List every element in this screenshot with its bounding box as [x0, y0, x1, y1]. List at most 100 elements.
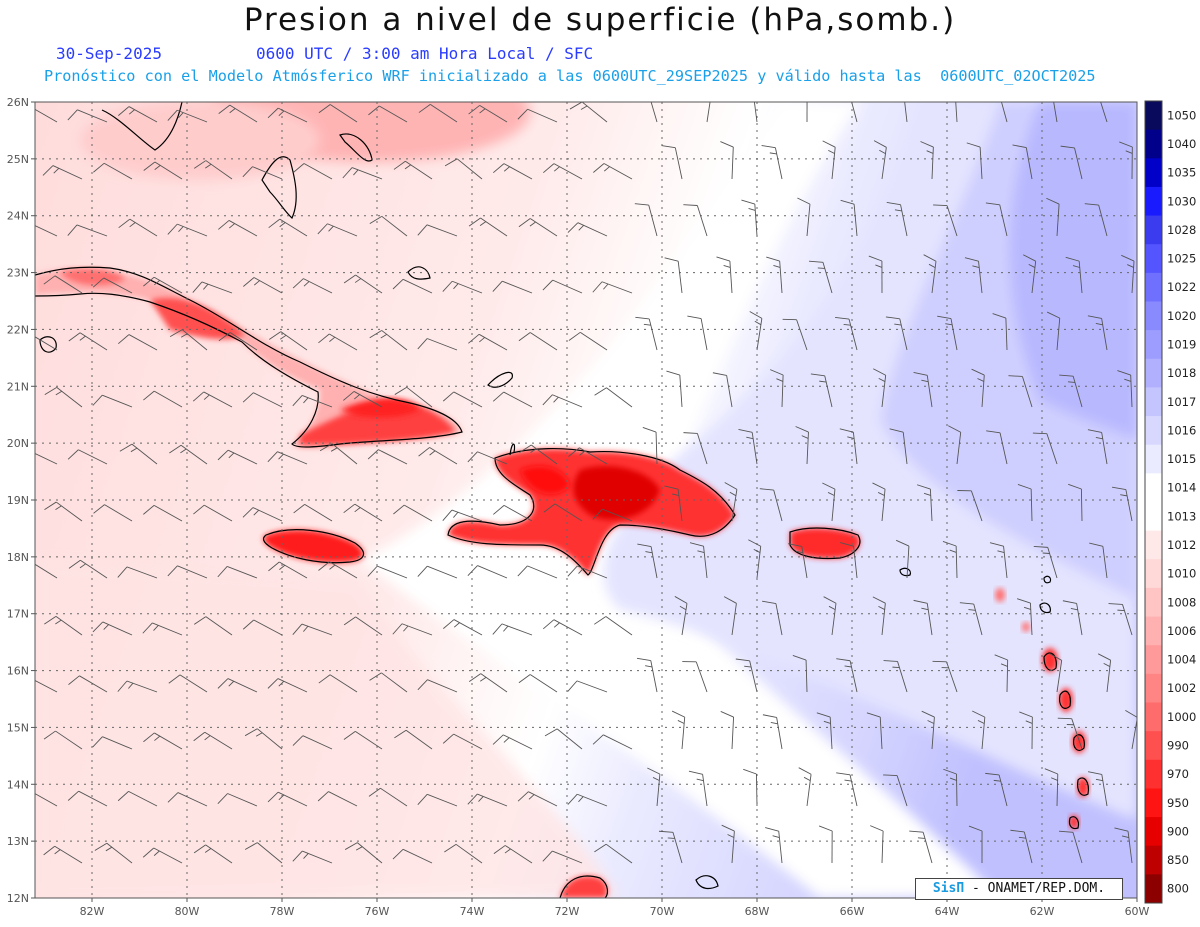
wind-barb [743, 768, 758, 807]
lon-label: 62W [1030, 905, 1055, 918]
lat-label: 24N [7, 210, 29, 223]
forecast-subtitle: Pronóstico con el Modelo Atmósferico WRF… [44, 67, 1096, 85]
colorbar-label: 1028 [1167, 223, 1196, 237]
wind-barb [517, 108, 558, 123]
wind-barb [932, 660, 958, 693]
wind-barb [765, 827, 783, 864]
colorbar-swatch [1145, 759, 1162, 789]
wind-barb [543, 503, 583, 522]
wind-barb [117, 566, 158, 579]
wind-barb [417, 565, 458, 579]
wind-barb [92, 621, 133, 636]
wind-barb [986, 430, 1008, 465]
wind-barb [1121, 254, 1135, 294]
wind-barb [1111, 486, 1133, 522]
wind-barb [368, 105, 408, 123]
wind-barb [67, 449, 108, 465]
wind-barb [943, 768, 958, 807]
wind-barb [193, 616, 233, 636]
wind-barb [592, 734, 633, 750]
wind-barb [594, 616, 633, 636]
lat-label: 25N [7, 153, 29, 166]
wind-barb [568, 331, 608, 351]
lon-label: 68W [745, 905, 770, 918]
wind-barb [92, 394, 133, 408]
wind-barb [872, 482, 886, 522]
wind-barb [392, 278, 433, 294]
wind-barb [674, 596, 688, 636]
wind-barb [143, 390, 183, 408]
colorbar-label: 1013 [1167, 509, 1196, 523]
wind-barb [517, 565, 558, 579]
colorbar-swatch [1145, 416, 1162, 446]
wind-barb [1058, 830, 1083, 864]
colorbar-label: 900 [1167, 824, 1189, 838]
wind-barb [637, 543, 658, 579]
colorbar-swatch [1145, 731, 1162, 761]
wind-barb [909, 830, 933, 864]
wind-barb [1012, 144, 1033, 180]
wind-barb [67, 790, 108, 807]
wind-barb [806, 102, 808, 123]
wind-barb [193, 844, 233, 864]
colorbar-swatch [1145, 301, 1162, 331]
lat-label: 26N [7, 96, 29, 109]
wind-barb [836, 772, 858, 807]
wind-barb [1059, 374, 1083, 408]
wind-barb [720, 711, 735, 750]
wind-barb [1097, 653, 1112, 693]
wind-barb [895, 539, 910, 579]
wind-barb [468, 217, 508, 237]
colorbar-swatch [1145, 502, 1162, 532]
wind-barb [823, 596, 837, 636]
wind-barb [1008, 375, 1033, 408]
wind-barb [873, 140, 887, 180]
wind-barb [292, 735, 333, 750]
wind-barb [193, 731, 233, 750]
wind-barb [67, 224, 108, 237]
wind-barb [468, 333, 508, 351]
wind-barb [117, 680, 158, 693]
wind-barb [766, 256, 783, 294]
wind-barb [118, 218, 158, 237]
wind-barb [839, 428, 858, 465]
wind-barb [267, 791, 308, 807]
wind-barb [417, 679, 458, 693]
wind-barb [870, 825, 884, 864]
wind-barb [1060, 145, 1083, 180]
wind-barb [67, 109, 108, 123]
wind-barb [721, 824, 735, 864]
wind-barb [735, 658, 758, 693]
colorbar-label: 1017 [1167, 395, 1196, 409]
wind-barb [810, 373, 833, 408]
wind-barb [883, 660, 908, 693]
wind-barb [317, 223, 358, 237]
wind-barb [318, 104, 358, 123]
wind-barb [44, 501, 83, 522]
wind-barb [683, 204, 708, 237]
colorbar-swatch [1145, 845, 1162, 875]
colorbar-swatch [1145, 186, 1162, 217]
wind-barb [542, 279, 583, 294]
wind-barb [542, 619, 583, 636]
lon-axis: 82W 80W 78W 76W 74W 72W 70W 68W 66W 64W 62W 60W [80, 898, 1150, 918]
wind-barb [964, 257, 983, 294]
wind-barb [720, 141, 734, 180]
wind-barb [762, 600, 783, 636]
wind-barb [293, 163, 333, 180]
lon-label: 76W [365, 905, 390, 918]
wind-barb [1108, 603, 1133, 636]
wind-barb [417, 338, 458, 351]
wind-barb [493, 845, 533, 864]
wind-barb [913, 599, 933, 636]
colorbar-swatch [1145, 158, 1162, 188]
wind-barb [417, 224, 458, 237]
colorbar-swatch [1145, 444, 1162, 474]
wind-barb [683, 432, 708, 465]
wind-barb [687, 315, 708, 351]
wind-barb [1053, 102, 1058, 123]
credit-box: SisΠ - ONAMET/REP.DOM. [915, 878, 1123, 900]
lon-label: 78W [270, 905, 295, 918]
colorbar-label: 970 [1167, 767, 1189, 781]
lat-label: 22N [7, 323, 29, 336]
